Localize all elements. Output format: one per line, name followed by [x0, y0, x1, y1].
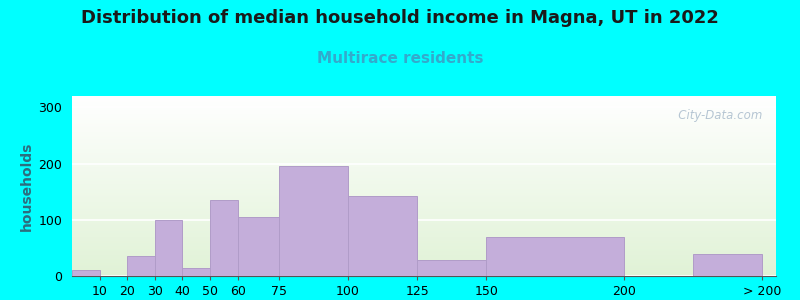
Bar [238, 217, 279, 276]
Bar [486, 237, 624, 276]
Y-axis label: households: households [20, 141, 34, 231]
Bar [127, 256, 155, 276]
Bar [210, 200, 238, 276]
Bar [279, 166, 348, 276]
Bar [182, 268, 210, 276]
Text: Distribution of median household income in Magna, UT in 2022: Distribution of median household income … [81, 9, 719, 27]
Bar [417, 260, 486, 276]
Bar [348, 196, 417, 276]
Text: City-Data.com: City-Data.com [666, 109, 762, 122]
Bar [155, 220, 182, 276]
Bar [693, 254, 762, 276]
Text: Multirace residents: Multirace residents [317, 51, 483, 66]
Bar [72, 270, 100, 276]
